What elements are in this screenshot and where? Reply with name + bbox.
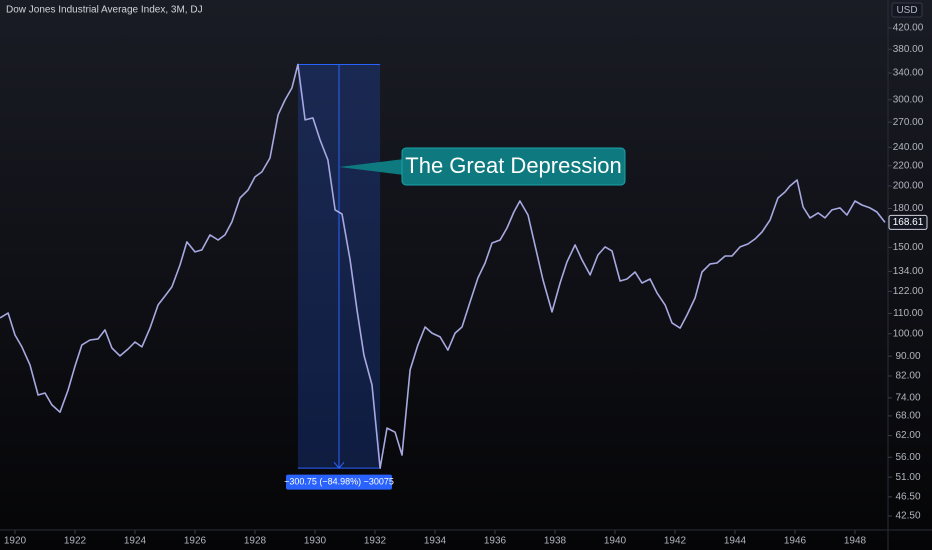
y-tick-label: 340.00	[893, 68, 924, 79]
price-line	[0, 63, 886, 469]
last-price-tag	[888, 214, 928, 230]
chart-title: Dow Jones Industrial Average Index, 3M, …	[6, 5, 203, 16]
y-tick-label: 134.00	[893, 266, 924, 277]
currency-box[interactable]	[891, 2, 923, 18]
y-tick-label: 74.00	[895, 393, 920, 404]
x-tick-label: 1938	[544, 536, 567, 547]
x-tick-label: 1922	[64, 536, 87, 547]
y-tick-label: 380.00	[893, 44, 924, 55]
measure-arrowhead	[333, 461, 345, 469]
y-tick-label: 300.00	[893, 94, 924, 105]
marks	[0, 63, 886, 469]
callout-pointer	[339, 159, 404, 175]
y-tick-label: 62.00	[895, 430, 920, 441]
y-tick-label: 420.00	[893, 23, 924, 34]
y-tick-label: 56.00	[895, 452, 920, 463]
y-tick-label: 68.00	[895, 411, 920, 422]
x-tick-label: 1926	[184, 536, 207, 547]
x-tick-label: 1932	[364, 536, 387, 547]
y-tick-label: 240.00	[893, 142, 924, 153]
callout-box	[401, 147, 626, 186]
y-tick-label: 122.00	[893, 286, 924, 297]
x-tick-label: 1942	[664, 536, 687, 547]
callout-text: The Great Depression	[405, 153, 621, 178]
y-tick-label: 270.00	[893, 117, 924, 128]
x-tick-label: 1928	[244, 536, 267, 547]
x-tick-label: 1948	[844, 536, 867, 547]
y-tick-label: 90.00	[895, 351, 920, 362]
x-tick-label: 1934	[424, 536, 447, 547]
x-tick-label: 1924	[124, 536, 147, 547]
measure-label-box	[286, 474, 392, 490]
x-tick-label: 1940	[604, 536, 627, 547]
y-tick-label: 42.50	[895, 511, 920, 522]
x-tick-label: 1944	[724, 536, 747, 547]
x-tick-label: 1936	[484, 536, 507, 547]
x-tick-label: 1930	[304, 536, 327, 547]
y-tick-label: 110.00	[893, 308, 923, 319]
x-tick-label: 1920	[4, 536, 27, 547]
y-tick-label: 46.50	[895, 491, 920, 502]
last-price-label: 168.61	[893, 217, 924, 228]
y-tick-label: 150.00	[893, 242, 924, 253]
y-tick-label: 180.00	[893, 203, 924, 214]
y-tick-label: 100.00	[893, 328, 924, 339]
y-tick-label: 51.00	[895, 472, 920, 483]
currency-label[interactable]: USD	[896, 5, 917, 16]
x-tick-label: 1946	[784, 536, 807, 547]
y-tick-label: 220.00	[893, 160, 924, 171]
measure-label: −300.75 (−84.98%) −30075	[284, 477, 394, 487]
y-tick-label: 200.00	[893, 181, 924, 192]
y-tick-label: 82.00	[895, 371, 920, 382]
